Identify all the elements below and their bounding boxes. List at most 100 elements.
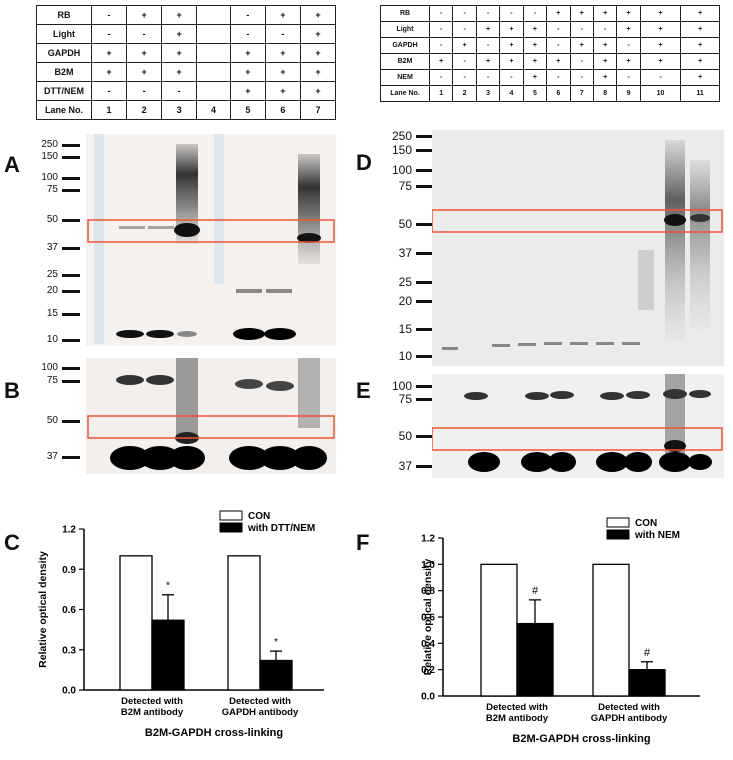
table-cell: + — [264, 5, 301, 25]
mw-marker-tick — [62, 367, 80, 370]
mw-marker-label: 250 — [391, 129, 412, 143]
legend-swatch — [219, 522, 243, 533]
mw-marker-tick — [62, 144, 80, 147]
table-cell: - — [475, 69, 501, 86]
table-cell: - — [592, 21, 618, 38]
table-cell: + — [161, 43, 198, 63]
table-cell: - — [90, 24, 128, 44]
legend-label: with NEM — [634, 530, 680, 541]
mw-marker-tick — [62, 380, 80, 383]
table-cell: + — [90, 43, 128, 63]
table-cell: + — [229, 81, 266, 101]
y-axis-label: Relative optical density — [37, 551, 49, 668]
table-cell: + — [546, 53, 571, 70]
table-cell: 3 — [161, 100, 198, 120]
bar-con — [592, 563, 630, 697]
table-cell: + — [616, 53, 641, 70]
table-row: RB - + + - + + — [36, 5, 337, 25]
table-cell: 7 — [569, 85, 594, 102]
mw-marker-tick — [416, 252, 432, 255]
mw-marker-label: 150 — [391, 143, 412, 157]
category-label-line1: Detected with — [598, 702, 660, 713]
y-tick-label: 1.2 — [62, 525, 76, 536]
mw-marker-tick — [416, 355, 432, 358]
y-tick-label: 0.3 — [62, 645, 76, 656]
bar-con — [227, 555, 261, 691]
table-cell: + — [522, 53, 548, 70]
mw-marker-label: 37 — [398, 246, 412, 260]
table-cell: - — [428, 69, 454, 86]
panel-label-e: E — [356, 378, 371, 403]
table-cell: - — [475, 5, 501, 22]
table-cell: 5 — [522, 85, 548, 102]
table-row: B2M + + + + + + — [36, 62, 337, 82]
table-cell: 7 — [299, 100, 337, 120]
mw-marker-label: 100 — [41, 362, 58, 373]
table-cell: 5 — [229, 100, 266, 120]
significance-marker: * — [274, 637, 278, 648]
table-cell: - — [161, 81, 198, 101]
table-cell: + — [475, 21, 501, 38]
mw-marker-tick — [62, 313, 80, 316]
table-cell — [196, 62, 231, 82]
table-row: GAPDH + + + + + + — [36, 43, 337, 63]
mw-marker-label: 250 — [41, 139, 58, 150]
table-cell: - — [475, 37, 501, 54]
category-label-line1: Detected with — [486, 702, 548, 713]
mw-marker-label: 20 — [398, 294, 412, 308]
legend-label: with DTT/NEM — [247, 523, 315, 534]
western-blot-a — [86, 134, 336, 346]
mw-marker-label: 100 — [41, 172, 58, 183]
table-cell: + — [639, 53, 682, 70]
row-label: B2M — [380, 53, 430, 70]
table-cell: + — [680, 5, 720, 22]
table-row: NEM - - - - + - - + - - + — [380, 69, 720, 86]
table-cell: + — [680, 21, 720, 38]
table-cell: + — [592, 5, 618, 22]
row-label: Light — [36, 24, 92, 44]
mw-marker-tick — [416, 281, 432, 284]
table-cell: - — [452, 69, 477, 86]
table-cell: 1 — [428, 85, 454, 102]
row-label: NEM — [380, 69, 430, 86]
western-blot-b — [86, 358, 336, 474]
category-label-line2: GAPDH antibody — [591, 713, 668, 724]
y-tick-label: 0.8 — [421, 586, 435, 597]
table-cell: + — [639, 5, 682, 22]
mw-marker-label: 50 — [398, 429, 412, 443]
table-row: GAPDH - + - + + - + + - + + — [380, 37, 720, 54]
bar-with-dtt-nem — [151, 619, 185, 691]
table-cell: + — [522, 69, 548, 86]
table-cell: + — [299, 43, 337, 63]
table-cell: + — [264, 62, 301, 82]
bar-with-nem — [516, 622, 554, 697]
mw-marker-label: 15 — [398, 322, 412, 336]
mw-marker-tick — [416, 169, 432, 172]
table-cell: + — [264, 81, 301, 101]
table-cell: 6 — [264, 100, 301, 120]
mw-marker-tick — [62, 339, 80, 342]
bar-with-dtt-nem — [259, 659, 293, 691]
table-cell: - — [569, 21, 594, 38]
y-tick-label: 0.0 — [62, 686, 76, 697]
table-cell: - — [229, 5, 266, 25]
table-cell: - — [569, 53, 594, 70]
bar-con — [119, 555, 153, 691]
table-cell: - — [569, 69, 594, 86]
row-label: Light — [380, 21, 430, 38]
category-label-line2: GAPDH antibody — [222, 707, 299, 718]
table-cell: - — [90, 5, 128, 25]
mw-marker-label: 100 — [391, 379, 412, 393]
mw-marker-tick — [416, 223, 432, 226]
x-axis-label: B2M-GAPDH cross-linking — [145, 727, 283, 739]
mw-marker-label: 20 — [46, 285, 58, 296]
row-label: GAPDH — [36, 43, 92, 63]
table-cell: + — [299, 81, 337, 101]
mw-marker-label: 37 — [46, 242, 58, 253]
mw-marker-label: 75 — [46, 184, 58, 195]
mw-marker-label: 75 — [46, 375, 58, 386]
mw-marker-tick — [416, 149, 432, 152]
table-cell: + — [428, 53, 454, 70]
mw-marker-tick — [416, 328, 432, 331]
mw-marker-tick — [62, 274, 80, 277]
